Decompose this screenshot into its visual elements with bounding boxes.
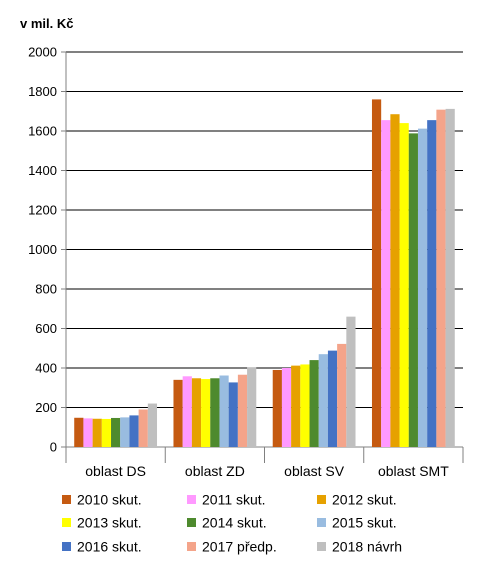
bar-2017-p-edp--3	[436, 109, 446, 448]
bar-2011-skut--2	[281, 368, 292, 447]
legend-label: 2015 skut.	[332, 515, 397, 531]
y-tick-label: 1200	[28, 203, 57, 218]
legend-swatch	[62, 542, 71, 551]
legend-swatch	[317, 518, 326, 527]
legend-swatch	[187, 542, 196, 551]
bar-2014-skut--3	[408, 133, 418, 447]
bar-2016-skut--0	[129, 415, 139, 447]
bar-2015-skut--1	[219, 375, 229, 447]
legend-swatch	[187, 495, 196, 504]
bar-2011-skut--0	[83, 418, 93, 447]
legend-label: 2010 skut.	[77, 492, 142, 508]
bar-2012-skut--3	[390, 114, 400, 448]
y-tick-label: 1400	[28, 163, 57, 178]
legend-swatch	[187, 518, 196, 527]
bar-2010-skut--1	[173, 379, 183, 447]
bar-2014-skut--1	[210, 378, 220, 447]
bar-2011-skut--3	[381, 120, 391, 447]
legend-label: 2018 návrh	[332, 539, 402, 555]
y-unit-label: v mil. Kč	[20, 16, 73, 31]
y-tick-label: 800	[35, 282, 57, 297]
legend-label: 2014 skut.	[202, 515, 267, 531]
legend-label: 2017 předp.	[202, 539, 277, 555]
bar-2018-n-vrh-3	[445, 108, 455, 447]
bar-2017-p-edp--2	[337, 343, 347, 447]
y-tick-label: 0	[50, 440, 57, 455]
x-category-label: oblast SMT	[378, 463, 449, 479]
legend-label: 2011 skut.	[202, 492, 266, 508]
bar-2011-skut--1	[182, 376, 192, 447]
bar-2012-skut--1	[191, 378, 202, 447]
bar-2015-skut--3	[417, 128, 428, 447]
bar-2018-n-vrh-0	[147, 403, 158, 447]
bar-2017-p-edp--0	[138, 409, 148, 447]
bar-2012-skut--0	[92, 418, 102, 447]
bar-2012-skut--2	[291, 365, 301, 447]
bar-2013-skut--1	[201, 379, 211, 447]
bar-2015-skut--2	[318, 354, 328, 447]
bar-2013-skut--0	[101, 418, 112, 447]
x-category-label: oblast SV	[284, 463, 345, 479]
y-tick-label: 2000	[28, 45, 57, 60]
x-category-label: oblast DS	[85, 463, 146, 479]
bar-2018-n-vrh-1	[247, 367, 257, 447]
y-tick-label: 200	[35, 400, 57, 415]
legend-swatch	[317, 495, 326, 504]
bar-2013-skut--2	[300, 364, 310, 447]
bar-2016-skut--1	[228, 382, 238, 447]
bar-2013-skut--3	[399, 123, 409, 447]
bar-2014-skut--2	[309, 360, 319, 447]
legend-label: 2013 skut.	[77, 515, 142, 531]
bar-2010-skut--3	[371, 99, 382, 448]
legend-label: 2012 skut.	[332, 492, 397, 508]
bar-2018-n-vrh-2	[346, 316, 356, 447]
legend-swatch	[62, 495, 71, 504]
y-tick-label: 1800	[28, 84, 57, 99]
bar-2014-skut--0	[111, 417, 121, 447]
y-tick-label: 600	[35, 321, 57, 336]
bar-2017-p-edp--1	[237, 374, 248, 447]
x-category-label: oblast ZD	[185, 463, 245, 479]
bar-2010-skut--0	[74, 417, 84, 447]
bar-2016-skut--3	[427, 120, 437, 447]
y-tick-label: 1000	[28, 242, 57, 257]
legend-label: 2016 skut.	[77, 539, 142, 555]
legend-swatch	[317, 542, 326, 551]
legend-swatch	[62, 518, 71, 527]
y-tick-label: 1600	[28, 124, 57, 139]
bar-2010-skut--2	[272, 369, 282, 447]
y-tick-label: 400	[35, 361, 57, 376]
bar-2015-skut--0	[120, 417, 130, 447]
bar-2016-skut--2	[327, 350, 338, 447]
